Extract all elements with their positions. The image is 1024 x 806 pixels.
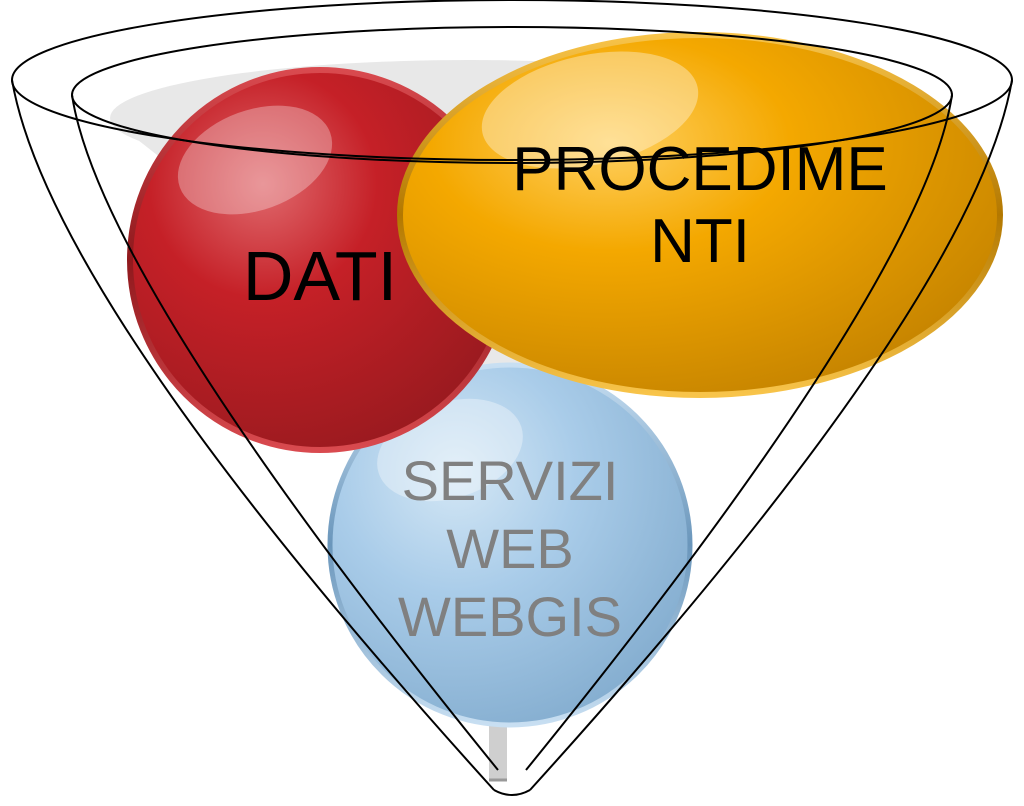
- procedimenti-label-1: PROCEDIME: [512, 135, 887, 204]
- servizi-label-2: WEB: [446, 517, 574, 580]
- servizi-label-1: SERVIZI: [402, 449, 619, 512]
- servizi-label-3: WEBGIS: [398, 585, 622, 648]
- procedimenti-ellipse: PROCEDIME NTI: [400, 33, 1000, 395]
- funnel-diagram: SERVIZI WEB WEBGIS DATI PROCEDIME NTI: [0, 0, 1024, 806]
- procedimenti-label-2: NTI: [650, 207, 750, 276]
- dati-label: DATI: [243, 237, 397, 315]
